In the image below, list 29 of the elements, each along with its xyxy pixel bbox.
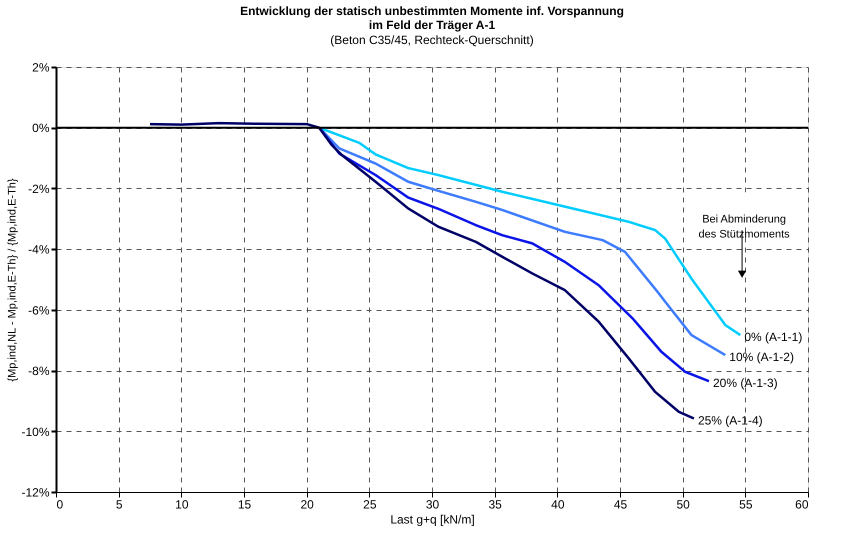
x-axis-title: Last g+q [kN/m]: [390, 512, 475, 526]
x-tick-label: 25: [363, 498, 377, 512]
y-tick-label: -10%: [21, 424, 50, 439]
y-tick-label: -8%: [28, 364, 50, 378]
chart-subtitle: (Beton C35/45, Rechteck-Querschnitt): [330, 33, 534, 47]
y-tick-label: -2%: [28, 182, 50, 196]
y-tick-label: -6%: [28, 303, 50, 318]
y-tick-label: 0%: [32, 121, 50, 136]
y-tick-label: -12%: [21, 486, 50, 500]
x-tick-label: 60: [795, 498, 809, 512]
x-tick-label: 20: [300, 498, 314, 512]
x-tick-label: 30: [426, 498, 440, 512]
x-tick-label: 35: [488, 498, 502, 512]
x-tick-label: 0: [56, 498, 64, 512]
series-label: 0% (A-1-1): [744, 330, 802, 344]
y-tick-label: -4%: [28, 242, 50, 257]
x-tick-label: 55: [739, 498, 753, 512]
x-tick-label: 5: [116, 498, 123, 512]
series-label: 25% (A-1-4): [698, 414, 763, 428]
series-label: 20% (A-1-3): [712, 376, 778, 390]
x-tick-label: 15: [238, 498, 252, 512]
x-tick-label: 40: [551, 498, 565, 512]
x-tick-label: 10: [175, 498, 189, 512]
x-tick-label: 50: [676, 498, 690, 512]
chart-title: Entwicklung der statisch unbestimmten Momente inf. Vorspannung im Feld der Träger A-1: [240, 4, 624, 32]
y-tick-label: 2%: [32, 60, 50, 74]
x-tick-label: 45: [614, 498, 628, 512]
series-label: 10% (A-1-2): [729, 350, 794, 364]
y-axis-title: {Mp,ind,NL - Mp,ind,E-Th} / {Mp,ind,E-Th}: [6, 178, 18, 382]
